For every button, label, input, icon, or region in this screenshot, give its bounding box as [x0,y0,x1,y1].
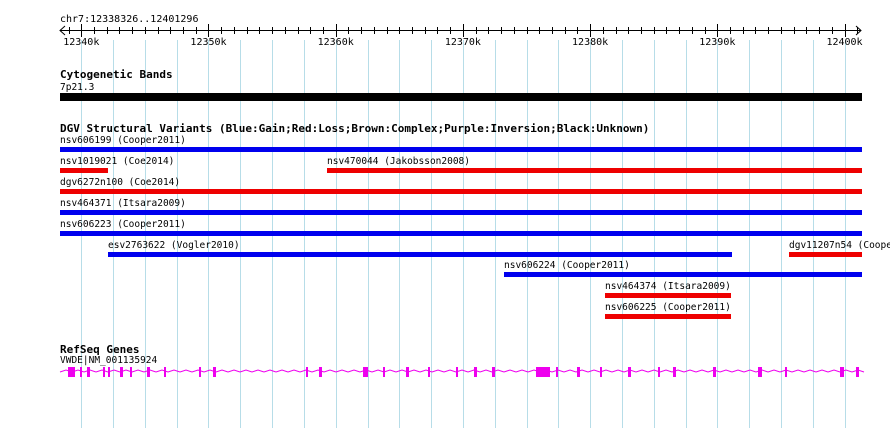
gene-exon[interactable] [130,367,132,377]
variant-label: nsv606225 (Cooper2011) [605,302,731,313]
variant-label: dgv11207n54 (Cooper [789,240,890,251]
ruler-tick-label: 12350k [190,37,226,48]
dgv-track-title[interactable]: DGV Structural Variants (Blue:Gain;Red:L… [60,122,650,135]
gene-exon[interactable] [306,367,308,377]
refseq-gene-label: VWDE|NM_001135924 [60,355,158,366]
gene-exon[interactable] [199,367,201,377]
ruler-end-arrow [59,25,66,36]
ruler-tick-label: 12360k [318,37,354,48]
gene-exon[interactable] [164,367,166,377]
gene-exon[interactable] [68,367,75,377]
variant-bar[interactable] [60,147,862,152]
gene-exon[interactable] [383,367,385,377]
refseq-gene-model[interactable] [0,360,890,384]
cytoband-bar[interactable] [60,93,862,101]
location-label: chr7:12338326..12401296 [60,14,199,25]
ruler-tick-label: 12390k [699,37,735,48]
variant-bar[interactable] [60,189,862,194]
gene-intron-line [59,369,865,373]
variant-bar[interactable] [605,293,731,298]
gene-exon[interactable] [577,367,580,377]
variant-bar[interactable] [60,231,862,236]
gene-exon[interactable] [758,367,762,377]
gene-exon[interactable] [406,367,409,377]
ruler-tick-label: 12340k [63,37,99,48]
gene-exon[interactable] [120,367,123,377]
gene-exon[interactable] [80,367,82,377]
variant-bar[interactable] [108,252,732,257]
gene-exon[interactable] [456,367,458,377]
ruler-tick-label: 12400k [826,37,862,48]
gene-exon[interactable] [628,367,631,377]
gene-exon[interactable] [363,367,368,377]
gene-exon[interactable] [536,367,550,377]
gene-exon[interactable] [713,367,716,377]
cytogenetic-bands-title[interactable]: Cytogenetic Bands [60,68,173,81]
gene-exon[interactable] [428,367,430,377]
gene-exon[interactable] [840,367,844,377]
variant-label: nsv1019021 (Coe2014) [60,156,175,167]
ruler-tick-label: 12380k [572,37,608,48]
gene-exon[interactable] [474,367,477,377]
variant-label: nsv464371 (Itsara2009) [60,198,186,209]
gene-exon[interactable] [658,367,660,377]
gene-exon[interactable] [87,367,90,377]
gene-exon[interactable] [213,367,216,377]
variant-bar[interactable] [60,210,862,215]
ruler-tick-label: 12370k [445,37,481,48]
gene-exon[interactable] [556,367,558,377]
gene-exon[interactable] [785,367,787,377]
variant-label: esv2763622 (Vogler2010) [108,240,240,251]
variant-bar[interactable] [60,168,108,173]
gene-exon[interactable] [600,367,602,377]
gene-exon[interactable] [103,367,105,377]
gene-exon[interactable] [673,367,676,377]
variant-bar[interactable] [504,272,862,277]
gene-exon[interactable] [108,367,110,377]
variant-bar[interactable] [605,314,731,319]
ruler-end-arrow [855,25,862,36]
variant-label: nsv470044 (Jakobsson2008) [327,156,470,167]
gene-exon[interactable] [492,367,495,377]
variant-label: nsv606224 (Cooper2011) [504,260,630,271]
variant-bar[interactable] [327,168,862,173]
variant-label: nsv464374 (Itsara2009) [605,281,731,292]
gene-exon[interactable] [147,367,150,377]
variant-label: dgv6272n100 (Coe2014) [60,177,181,188]
ruler[interactable]: 12340k 12350k 12360k 12370k 12380k 12390k 1240… [0,0,890,60]
variant-bar[interactable] [789,252,862,257]
gene-exon[interactable] [856,367,859,377]
refseq-title[interactable]: RefSeq Genes [60,343,140,356]
cytoband-label: 7p21.3 [60,82,95,93]
variant-label: nsv606199 (Cooper2011) [60,135,186,146]
variant-label: nsv606223 (Cooper2011) [60,219,186,230]
gene-exon[interactable] [319,367,322,377]
